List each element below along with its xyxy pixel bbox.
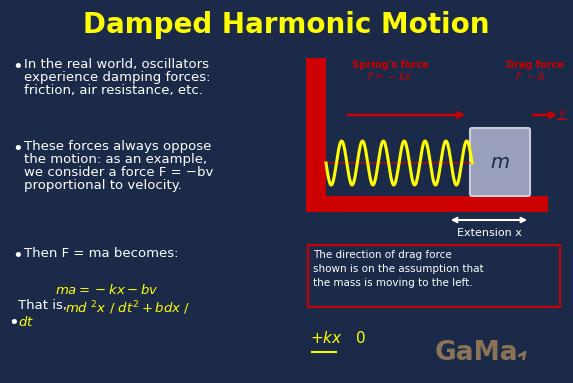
Text: $F\ -b$: $F\ -b$: [515, 70, 545, 82]
Text: $m$: $m$: [490, 154, 510, 172]
Text: $dt$: $dt$: [18, 315, 34, 329]
Text: Drag force: Drag force: [506, 60, 564, 70]
Text: the motion: as an example,: the motion: as an example,: [24, 153, 207, 166]
Bar: [306, 196, 548, 212]
Text: Damped Harmonic Motion: Damped Harmonic Motion: [83, 11, 489, 39]
Text: GaMa: GaMa: [435, 340, 519, 366]
Text: That is,: That is,: [18, 299, 71, 312]
Text: •: •: [12, 247, 23, 265]
Text: Then F = ma becomes:: Then F = ma becomes:: [24, 247, 179, 260]
Bar: [306, 58, 326, 208]
Text: $0$: $0$: [355, 330, 366, 346]
Text: $md\ ^{2}x\ /\ dt^{2} + bdx\ /$: $md\ ^{2}x\ /\ dt^{2} + bdx\ /$: [65, 299, 190, 317]
Text: Spring's force: Spring's force: [352, 60, 429, 70]
Text: we consider a force F = −bv: we consider a force F = −bv: [24, 166, 213, 179]
Text: proportional to velocity.: proportional to velocity.: [24, 179, 182, 192]
Text: $F = -kx$: $F = -kx$: [367, 70, 413, 82]
Text: friction, air resistance, etc.: friction, air resistance, etc.: [24, 84, 203, 97]
Text: $+kx$: $+kx$: [310, 330, 343, 346]
Text: $ma = -kx -bv$: $ma = -kx -bv$: [55, 283, 159, 297]
FancyBboxPatch shape: [470, 128, 530, 196]
Text: In the real world, oscillators: In the real world, oscillators: [24, 58, 209, 71]
Text: •: •: [12, 58, 23, 76]
Text: The direction of drag force
shown is on the assumption that
the mass is moving t: The direction of drag force shown is on …: [313, 250, 484, 288]
Text: •: •: [8, 314, 19, 332]
Bar: [308, 245, 560, 307]
Text: experience damping forces:: experience damping forces:: [24, 71, 210, 84]
Text: $v$: $v$: [558, 108, 566, 118]
Text: •: •: [12, 140, 23, 158]
Text: These forces always oppose: These forces always oppose: [24, 140, 211, 153]
Text: Extension x: Extension x: [457, 228, 521, 238]
